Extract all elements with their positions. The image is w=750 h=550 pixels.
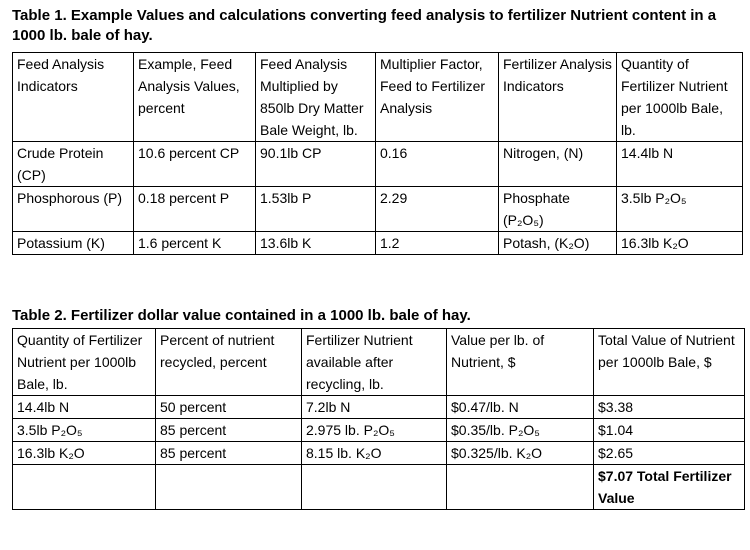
table-cell: Potash, (K₂O) — [498, 231, 617, 255]
table-cell: $0.47/lb. N — [446, 395, 594, 419]
table-cell: 13.6lb K — [255, 231, 376, 255]
table2-header-cell: Fertilizer Nutrient available after recy… — [301, 328, 447, 396]
table-cell: 3.5lb P₂O₅ — [12, 418, 156, 442]
table-cell: 0.18 percent P — [133, 186, 256, 232]
table-cell: $0.35/lb. P₂O₅ — [446, 418, 594, 442]
table-cell: 16.3lb K₂O — [616, 231, 743, 255]
table-row: Phosphorous (P) 0.18 percent P 1.53lb P … — [12, 186, 743, 232]
table-row: Potassium (K) 1.6 percent K 13.6lb K 1.2… — [12, 231, 743, 255]
table-cell: 14.4lb N — [12, 395, 156, 419]
table-row: Crude Protein (CP) 10.6 percent CP 90.1l… — [12, 141, 743, 187]
table2-header-cell: Quantity of Fertilizer Nutrient per 1000… — [12, 328, 156, 396]
table-cell: $3.38 — [593, 395, 745, 419]
table1-header-cell: Multiplier Factor, Feed to Fertilizer An… — [375, 52, 499, 142]
table-cell: 85 percent — [155, 441, 302, 465]
table2-header-cell: Percent of nutrient recycled, percent — [155, 328, 302, 396]
table2-total-row: $7.07 Total Fertilizer Value — [12, 464, 745, 510]
table-cell: 90.1lb CP — [255, 141, 376, 187]
table-cell: 1.2 — [375, 231, 499, 255]
table1-header-row: Feed Analysis Indicators Example, Feed A… — [12, 52, 743, 142]
table1: Feed Analysis Indicators Example, Feed A… — [12, 52, 743, 255]
table-cell: 2.29 — [375, 186, 499, 232]
table-cell: Crude Protein (CP) — [12, 141, 134, 187]
table2-header-row: Quantity of Fertilizer Nutrient per 1000… — [12, 328, 745, 396]
table-cell: Phosphate (P₂O₅) — [498, 186, 617, 232]
table-cell: 7.2lb N — [301, 395, 447, 419]
table1-header-cell: Fertilizer Analysis Indicators — [498, 52, 617, 142]
table-cell: 2.975 lb. P₂O₅ — [301, 418, 447, 442]
table-cell: 85 percent — [155, 418, 302, 442]
table1-header-cell: Example, Feed Analysis Values, percent — [133, 52, 256, 142]
table1-caption: Table 1. Example Values and calculations… — [12, 7, 717, 44]
table-cell: $0.325/lb. K₂O — [446, 441, 594, 465]
table-cell: 14.4lb N — [616, 141, 743, 187]
table-cell: 0.16 — [375, 141, 499, 187]
table-row: 14.4lb N 50 percent 7.2lb N $0.47/lb. N … — [12, 395, 745, 419]
table-cell: 8.15 lb. K₂O — [301, 441, 447, 465]
table-cell: $2.65 — [593, 441, 745, 465]
table2-header-cell: Value per lb. of Nutrient, $ — [446, 328, 594, 396]
table2: Quantity of Fertilizer Nutrient per 1000… — [12, 328, 745, 510]
table-cell-empty — [155, 464, 302, 510]
table-cell-empty — [301, 464, 447, 510]
table-cell: 10.6 percent CP — [133, 141, 256, 187]
table-cell: $1.04 — [593, 418, 745, 442]
table-cell: Nitrogen, (N) — [498, 141, 617, 187]
table1-header-cell: Feed Analysis Multiplied by 850lb Dry Ma… — [255, 52, 376, 142]
table-row: 3.5lb P₂O₅ 85 percent 2.975 lb. P₂O₅ $0.… — [12, 418, 745, 442]
table-cell-empty — [446, 464, 594, 510]
table-cell-empty — [12, 464, 156, 510]
table-cell: Potassium (K) — [12, 231, 134, 255]
table-cell: 50 percent — [155, 395, 302, 419]
table2-header-cell: Total Value of Nutrient per 1000lb Bale,… — [593, 328, 745, 396]
table1-header-cell: Quantity of Fertilizer Nutrient per 1000… — [616, 52, 743, 142]
table-cell: 3.5lb P₂O₅ — [616, 186, 743, 232]
table-cell: 1.53lb P — [255, 186, 376, 232]
table-cell: 1.6 percent K — [133, 231, 256, 255]
table-cell: Phosphorous (P) — [12, 186, 134, 232]
table1-header-cell: Feed Analysis Indicators — [12, 52, 134, 142]
table-row: 16.3lb K₂O 85 percent 8.15 lb. K₂O $0.32… — [12, 441, 745, 465]
table-cell: 16.3lb K₂O — [12, 441, 156, 465]
table2-caption: Table 2. Fertilizer dollar value contain… — [12, 307, 471, 324]
total-fertilizer-value: $7.07 Total Fertilizer Value — [593, 464, 745, 510]
